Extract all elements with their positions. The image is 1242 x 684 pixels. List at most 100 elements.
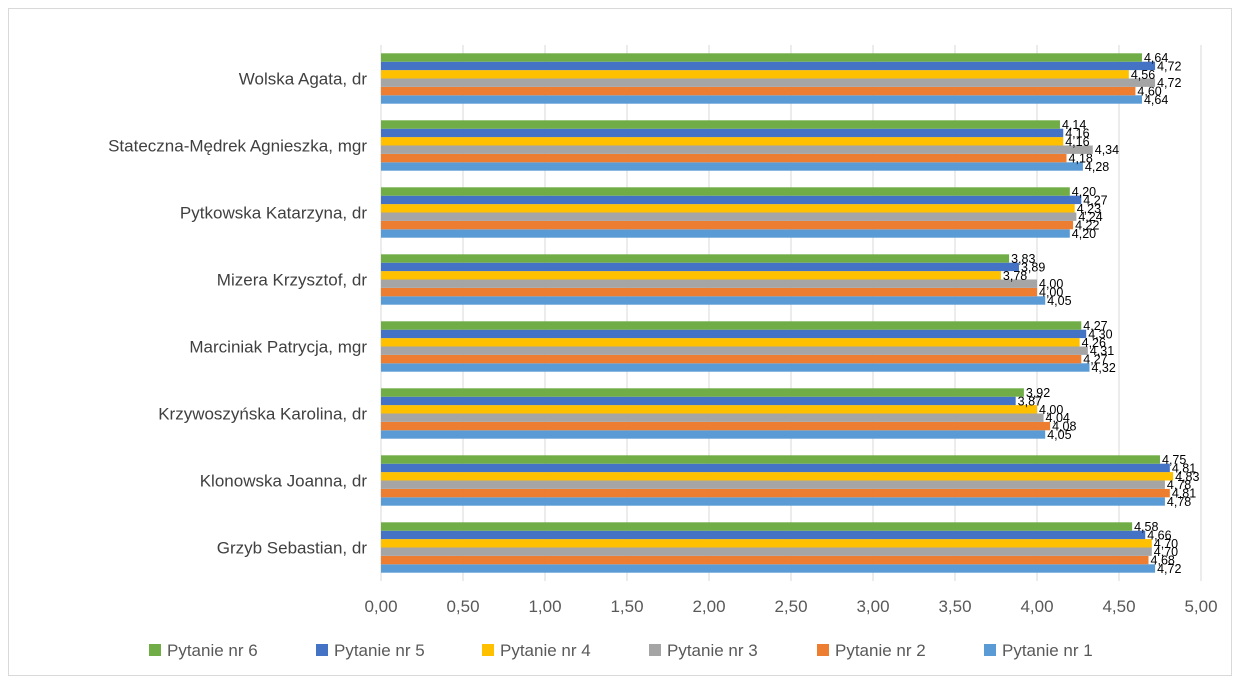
data-label: 4,60 <box>1137 85 1161 99</box>
x-tick-label: 0,00 <box>364 597 397 616</box>
data-label: 3,83 <box>1011 252 1035 266</box>
bar-4-2 <box>381 405 1037 414</box>
data-label: 4,34 <box>1095 143 1119 157</box>
bar-3-4 <box>381 279 1037 288</box>
x-tick-label: 2,50 <box>774 597 807 616</box>
data-label: 3,92 <box>1026 386 1050 400</box>
bar-6-1 <box>381 455 1160 464</box>
data-label: 3,89 <box>1021 260 1045 274</box>
data-label: 4,00 <box>1039 286 1063 300</box>
legend-label: Pytanie nr 4 <box>500 641 591 660</box>
bar-1-6 <box>381 162 1083 171</box>
data-label: 4,58 <box>1134 520 1158 534</box>
data-label: 4,75 <box>1162 453 1186 467</box>
bar-5-6 <box>381 128 1064 138</box>
legend-label: Pytanie nr 5 <box>334 641 425 660</box>
bar-6-4 <box>381 254 1010 263</box>
data-label: 4,22 <box>1075 219 1099 233</box>
legend-label: Pytanie nr 3 <box>667 641 758 660</box>
chart-container: 4,72 4,68 4,70 4,70 4,66 4,58 Grzyb Sebastian,… <box>8 8 1232 676</box>
category-label: Mizera Krzysztof, dr <box>217 271 368 290</box>
data-label: 4,83 <box>1175 470 1199 484</box>
category-label: Wolska Agata, dr <box>239 70 368 89</box>
category-label: Stateczna-Mędrek Agnieszka, mgr <box>108 137 367 156</box>
legend-swatch <box>149 644 161 656</box>
bar-2-1 <box>381 488 1170 498</box>
bar-5-4 <box>381 262 1019 272</box>
data-label: 4,16 <box>1065 126 1089 140</box>
x-tick-label: 5,00 <box>1184 597 1217 616</box>
category-label: Pytkowska Katarzyna, dr <box>180 204 367 223</box>
data-label: 4,00 <box>1039 403 1063 417</box>
bar-6-2 <box>381 388 1024 397</box>
x-tick-label: 4,50 <box>1102 597 1135 616</box>
legend-swatch <box>482 644 494 656</box>
legend-swatch <box>984 644 996 656</box>
legend-swatch <box>316 644 328 656</box>
x-tick-label: 4,00 <box>1020 597 1053 616</box>
bar-5-2 <box>381 396 1016 406</box>
bar-5-1 <box>381 463 1170 473</box>
bar-6-3 <box>381 321 1082 330</box>
bar-1-2 <box>381 430 1046 439</box>
data-label: 4,31 <box>1090 344 1114 358</box>
data-label: 4,05 <box>1047 294 1071 308</box>
bar-1-1 <box>381 497 1165 506</box>
bar-1-3 <box>381 363 1090 372</box>
data-label: 4,78 <box>1167 478 1191 492</box>
data-label: 3,78 <box>1003 269 1027 283</box>
data-label: 4,08 <box>1052 420 1076 434</box>
data-label: 4,66 <box>1147 528 1171 542</box>
bar-2-7 <box>381 86 1136 96</box>
bar-6-6 <box>381 120 1060 129</box>
x-tick-label: 3,50 <box>938 597 971 616</box>
data-label: 4,27 <box>1083 353 1107 367</box>
data-label: 4,28 <box>1085 160 1109 174</box>
x-tick-label: 2,00 <box>692 597 725 616</box>
bar-3-7 <box>381 78 1156 87</box>
bar-6-7 <box>381 53 1142 62</box>
bar-2-2 <box>381 421 1051 431</box>
data-label: 4,56 <box>1131 68 1155 82</box>
x-tick-label: 1,00 <box>528 597 561 616</box>
bar-6-0 <box>381 522 1133 531</box>
legend-label: Pytanie nr 6 <box>167 641 258 660</box>
bar-4-1 <box>381 472 1174 481</box>
category-label: Marciniak Patrycja, mgr <box>189 338 367 357</box>
bar-3-6 <box>381 145 1093 154</box>
bar-5-5 <box>381 195 1082 205</box>
data-label: 3,87 <box>1018 394 1042 408</box>
bar-3-1 <box>381 480 1165 489</box>
data-label: 4,00 <box>1039 277 1063 291</box>
bar-4-7 <box>381 70 1129 79</box>
category-label: Grzyb Sebastian, dr <box>217 539 368 558</box>
bar-3-3 <box>381 346 1088 355</box>
data-label: 4,72 <box>1157 59 1181 73</box>
bar-4-0 <box>381 539 1152 548</box>
category-label: Krzywoszyńska Karolina, dr <box>158 405 367 424</box>
bar-2-3 <box>381 354 1082 364</box>
bar-5-7 <box>381 61 1156 71</box>
bar-5-0 <box>381 530 1146 540</box>
data-label: 4,26 <box>1082 336 1106 350</box>
bar-1-0 <box>381 564 1156 573</box>
data-label: 4,64 <box>1144 93 1168 107</box>
data-label: 4,64 <box>1144 51 1168 65</box>
x-tick-label: 1,50 <box>610 597 643 616</box>
data-label: 4,16 <box>1065 135 1089 149</box>
legend-label: Pytanie nr 2 <box>835 641 926 660</box>
data-label: 4,20 <box>1072 227 1096 241</box>
x-tick-label: 0,50 <box>446 597 479 616</box>
data-label: 4,24 <box>1078 210 1102 224</box>
x-tick-label: 3,00 <box>856 597 889 616</box>
data-label: 4,14 <box>1062 118 1086 132</box>
bar-1-7 <box>381 95 1142 104</box>
data-label: 4,68 <box>1151 554 1175 568</box>
bar-2-4 <box>381 287 1037 297</box>
bar-2-5 <box>381 220 1074 230</box>
bar-3-5 <box>381 212 1077 221</box>
bar-6-5 <box>381 187 1070 196</box>
data-label: 4,70 <box>1154 537 1178 551</box>
bar-1-4 <box>381 296 1046 305</box>
